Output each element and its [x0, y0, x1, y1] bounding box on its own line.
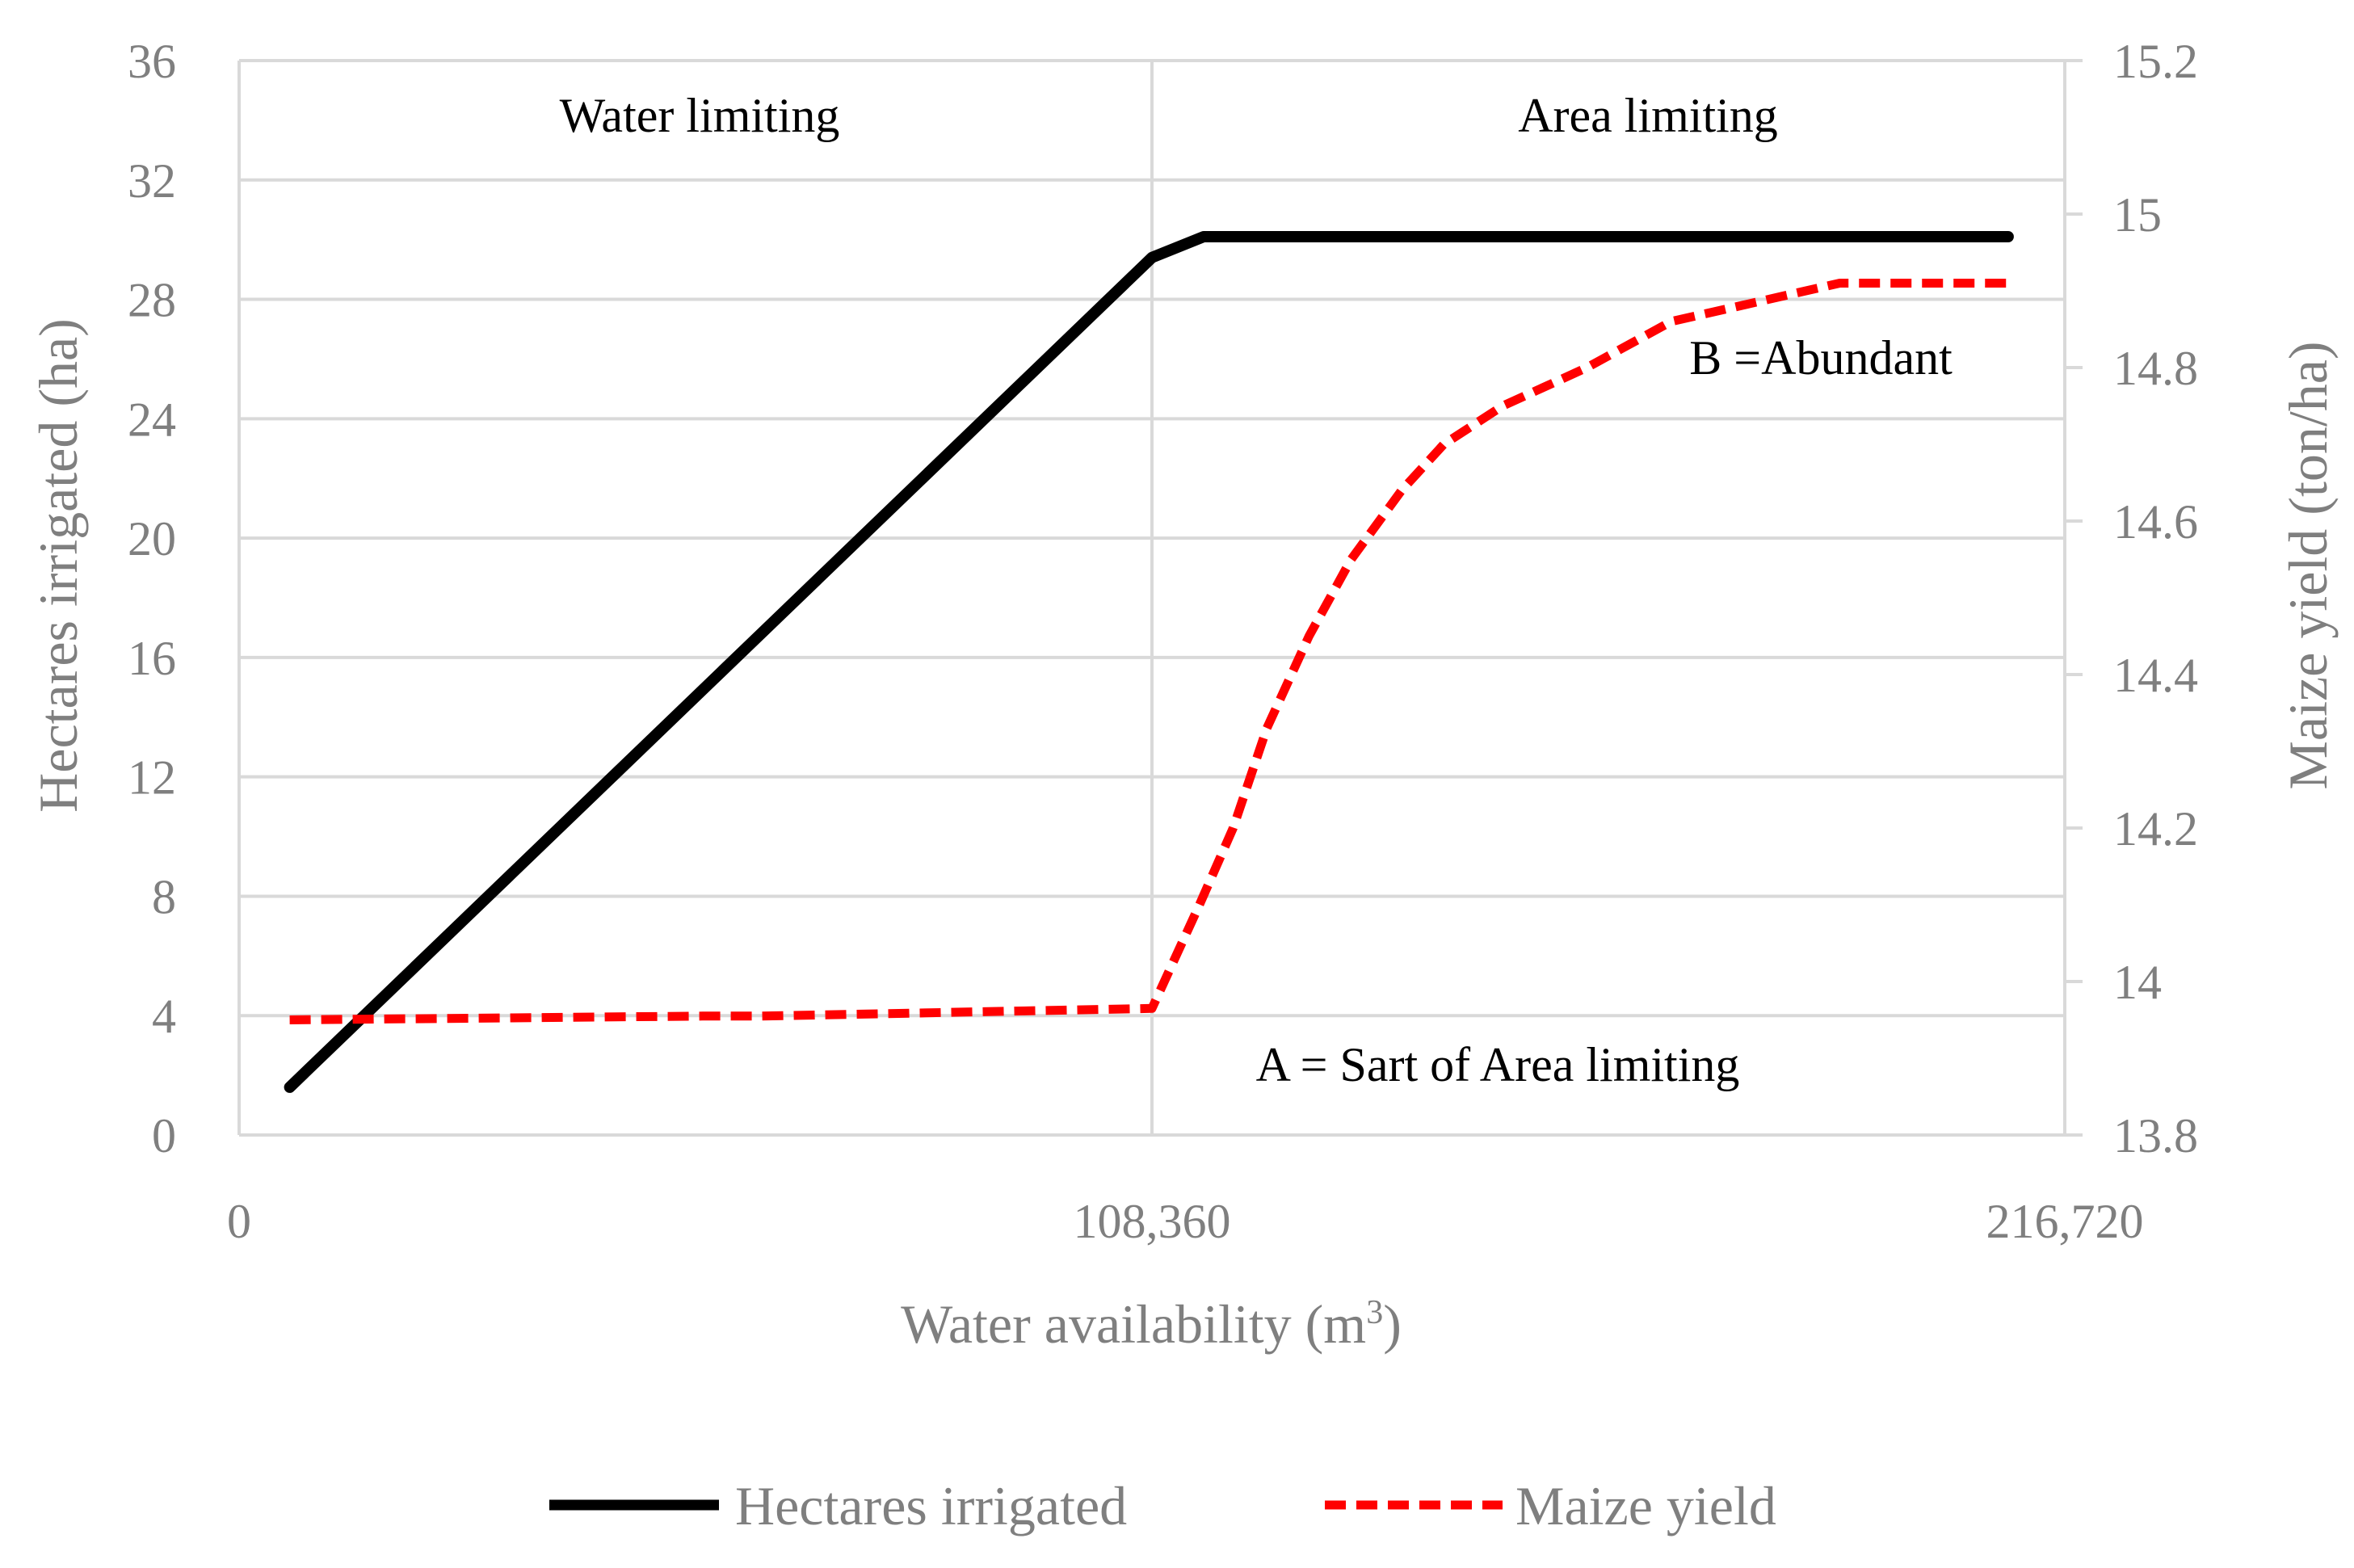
series-line-hectares-irrigated: [284, 231, 2014, 1093]
y-axis-left-tick-label: 0: [152, 1109, 176, 1162]
y-axis-left-tick-label: 32: [128, 154, 176, 208]
y-axis-right-tick-label: 14: [2113, 956, 2162, 1009]
x-axis-tick-label: 216,720: [1986, 1195, 2144, 1248]
y-axis-left-tick-label: 8: [152, 870, 176, 923]
plot-frame: [238, 59, 2083, 1137]
gridlines: [238, 59, 2066, 1137]
series-layer: [284, 231, 2014, 1093]
y-axis-left-tick-label: 4: [152, 990, 176, 1043]
y-axis-right-title: Maize yield (ton/ha): [2277, 341, 2339, 789]
legend-label-hectares-irrigated: Hectares irrigated: [735, 1475, 1127, 1536]
y-axis-right-tick-label: 15.2: [2113, 35, 2198, 88]
annotation-point-b: B =Abundant: [1689, 331, 1953, 385]
y-axis-right-tick-label: 14.4: [2113, 649, 2198, 702]
legend-label-maize-yield: Maize yield: [1515, 1475, 1776, 1536]
annotation-point-a: A = Sart of Area limiting: [1256, 1038, 1740, 1091]
y-axis-left-tick-label: 28: [128, 274, 176, 327]
series-line-maize-yield: [289, 279, 2008, 1024]
y-axis-right-tick-label: 14.6: [2113, 495, 2198, 549]
y-axis-left-tick-label: 36: [128, 35, 176, 88]
annotation-water-limiting: Water limiting: [560, 89, 840, 142]
y-axis-left-tick-label: 20: [128, 512, 176, 565]
y-axis-left-tick-label: 24: [128, 393, 176, 446]
y-axis-left-tick-label: 12: [128, 751, 176, 805]
x-axis-tick-label: 0: [227, 1195, 251, 1248]
y-axis-right-tick-label: 14.8: [2113, 342, 2198, 395]
x-axis-tick-label: 108,360: [1074, 1195, 1231, 1248]
y-axis-left-tick-label: 16: [128, 632, 176, 685]
y-axis-right-tick-label: 15: [2113, 188, 2162, 242]
tick-labels: 0 4 8 12 16 20 24 28 32 36 13.8 14 14.2 14.4 14.6 14.8 1…: [128, 35, 2198, 1248]
annotation-area-limiting: Area limiting: [1518, 89, 1778, 142]
x-axis-title-superscript: 3: [1366, 1294, 1383, 1331]
x-axis-title: Water availability (m3): [901, 1293, 1402, 1355]
y-axis-right-tick-label: 14.2: [2113, 802, 2198, 855]
y-axis-left-title: Hectares irrigated (ha): [27, 318, 89, 813]
legend: Hectares irrigated Maize yield: [549, 1475, 1776, 1536]
y-axis-right-tick-label: 13.8: [2113, 1109, 2198, 1162]
